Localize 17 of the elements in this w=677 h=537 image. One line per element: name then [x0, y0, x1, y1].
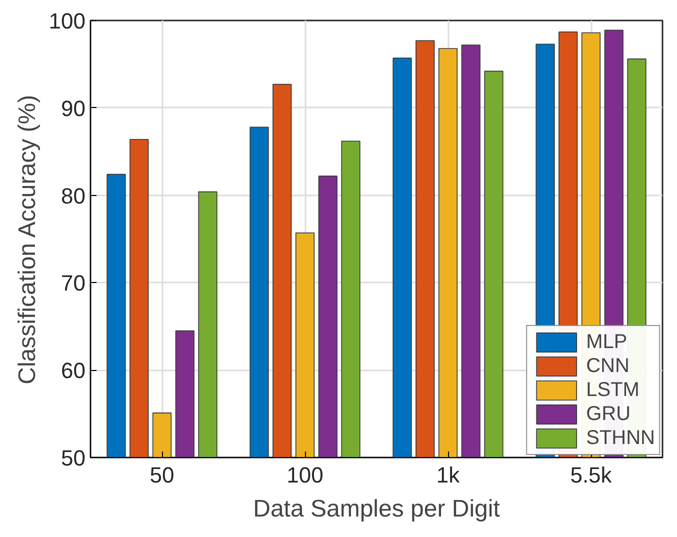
y-axis-title: Classification Accuracy (%)	[14, 94, 41, 384]
x-tick-label: 5.5k	[570, 462, 613, 488]
x-axis-title: Data Samples per Digit	[253, 496, 500, 522]
y-tick-label: 90	[61, 96, 86, 121]
legend-label: GRU	[586, 402, 631, 426]
y-tick-label: 70	[61, 270, 86, 296]
y-tick-label: 50	[61, 446, 86, 470]
legend-label: MLP	[586, 330, 628, 354]
legend-label: STHNN	[586, 426, 655, 450]
y-tick-label: 60	[61, 358, 86, 384]
y-tick-label: 100	[48, 8, 86, 34]
x-tick-label: 1k	[436, 462, 461, 488]
y-tick-label: 80	[61, 183, 86, 208]
x-tick-label: 50	[150, 462, 174, 488]
legend-label: CNN	[586, 354, 630, 378]
legend-label: LSTM	[586, 378, 640, 402]
x-tick-label: 100	[286, 462, 324, 488]
